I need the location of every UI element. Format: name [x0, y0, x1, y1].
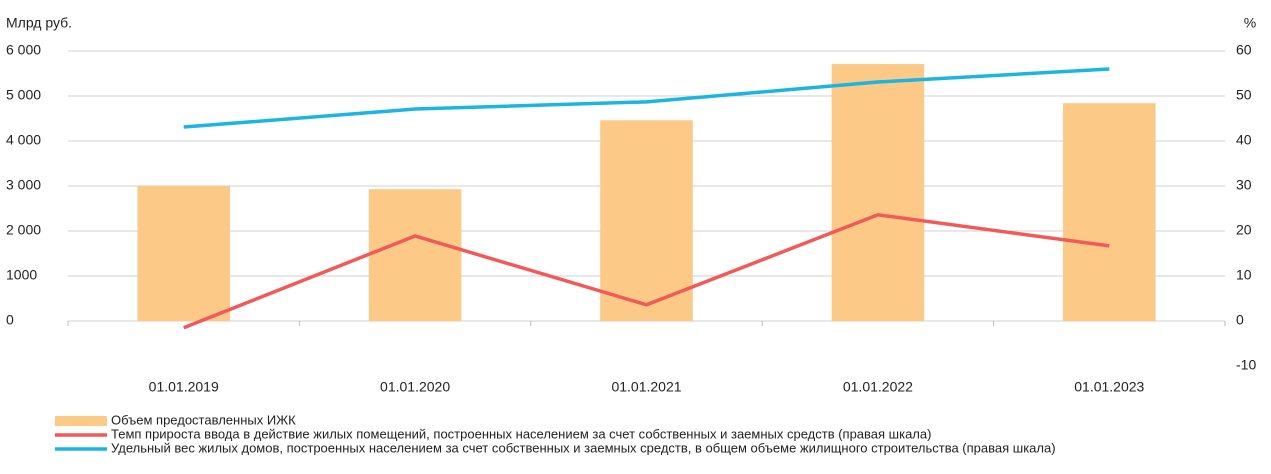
x-tick-label: 01.01.2021 — [611, 379, 681, 395]
y2-tick-label: 0 — [1236, 312, 1244, 328]
y2-tick-label: 60 — [1236, 42, 1252, 58]
y-tick-label: 6 000 — [6, 42, 41, 58]
x-tick-label: 01.01.2023 — [1074, 379, 1144, 395]
y2-tick-label: -10 — [1236, 357, 1256, 373]
legend-label: Темп прироста ввода в действие жилых пом… — [111, 426, 931, 441]
y2-axis-label: % — [1244, 15, 1256, 31]
y2-tick-label: 40 — [1236, 132, 1252, 148]
legend-swatch — [55, 416, 107, 426]
y-tick-label: 1000 — [6, 267, 37, 283]
line-series — [183, 213, 1110, 330]
y2-tick-label: 30 — [1236, 177, 1252, 193]
y-axis-label: Млрд руб. — [6, 15, 72, 31]
legend-label: Объем предоставленных ИЖК — [111, 412, 296, 427]
bar — [600, 120, 693, 321]
y-tick-label: 0 — [6, 312, 14, 328]
y2-tick-label: 50 — [1236, 87, 1252, 103]
y2-tick-label: 20 — [1236, 222, 1252, 238]
bar — [137, 186, 230, 321]
legend-label: Удельный вес жилых домов, построенных на… — [111, 440, 1056, 455]
bar — [368, 189, 462, 321]
bar — [831, 64, 925, 322]
line-series — [183, 67, 1110, 129]
y-tick-label: 2 000 — [6, 222, 41, 238]
x-tick-label: 01.01.2022 — [843, 379, 913, 395]
y-tick-label: 3 000 — [6, 177, 41, 193]
y2-tick-label: 10 — [1236, 267, 1252, 283]
bar — [1063, 103, 1156, 321]
y-tick-label: 5 000 — [6, 87, 41, 103]
x-tick-label: 01.01.2019 — [149, 379, 219, 395]
y-tick-label: 4 000 — [6, 132, 41, 148]
x-tick-label: 01.01.2020 — [380, 379, 450, 395]
